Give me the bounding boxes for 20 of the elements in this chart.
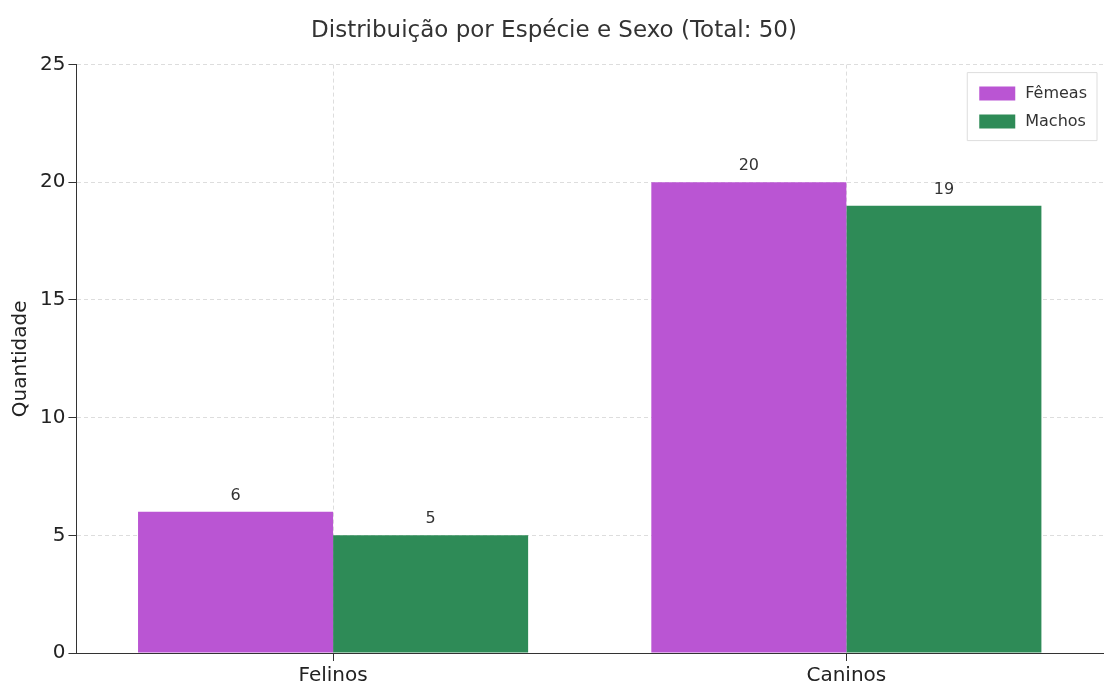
bar bbox=[651, 182, 847, 653]
legend-label: Fêmeas bbox=[1025, 82, 1088, 102]
chart-title: Distribuição por Espécie e Sexo (Total: 50) bbox=[311, 15, 797, 42]
data-label: 20 bbox=[738, 155, 760, 175]
data-label: 19 bbox=[933, 178, 955, 198]
y-axis-title: Quantidade bbox=[7, 300, 32, 418]
bar bbox=[846, 205, 1042, 653]
data-label: 6 bbox=[230, 484, 241, 504]
y-tick-label: 10 bbox=[40, 403, 66, 428]
x-tick-label: Caninos bbox=[806, 662, 887, 687]
y-tick-label: 25 bbox=[40, 50, 66, 75]
y-tick-label: 5 bbox=[52, 521, 66, 546]
legend-label: Machos bbox=[1025, 110, 1086, 130]
bar bbox=[138, 511, 334, 653]
y-tick-label: 15 bbox=[40, 286, 66, 311]
y-tick-label: 20 bbox=[40, 168, 66, 193]
bar bbox=[333, 535, 529, 653]
y-tick-label: 0 bbox=[52, 639, 66, 664]
x-tick-label: Felinos bbox=[298, 662, 368, 687]
data-label: 5 bbox=[425, 508, 436, 528]
